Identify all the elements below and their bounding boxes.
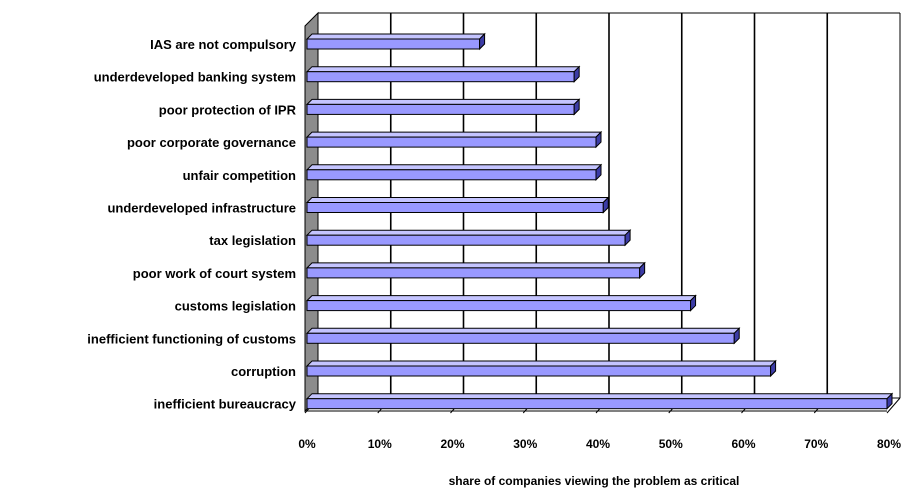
bar-top-face [305,66,581,73]
floor-tick [886,397,901,414]
category-label: underdeveloped banking system [94,70,296,85]
bar-end-face [602,196,609,214]
bar [305,130,603,149]
x-axis-title: share of companies viewing the problem a… [449,474,740,488]
x-tick-label: 40% [586,437,610,451]
bar-front-face [306,71,575,83]
category-label: poor protection of IPR [159,102,297,117]
bar-top-face [305,262,646,269]
bar-end-face [886,392,893,410]
bar-top-face [305,98,581,105]
bar [305,327,741,345]
bar-end-face [595,163,602,182]
bar-end-face [479,32,486,51]
bar-front-face [306,365,772,377]
category-label: IAS are not compulsory [150,37,297,52]
category-label: underdeveloped infrastructure [107,201,296,216]
category-label: poor work of court system [133,266,296,281]
x-tick-label: 60% [731,437,755,451]
bars [305,32,894,410]
category-labels: IAS are not compulsory underdeveloped ban… [87,37,296,412]
bar-end-face [573,98,580,116]
bar-front-face [306,234,626,246]
bar-front-face [306,169,597,181]
bar-end-face [770,359,777,378]
bar [305,32,486,51]
bar-front-face [306,38,481,50]
x-tick-label: 0% [298,437,316,451]
category-label: corruption [231,364,296,379]
bar-end-face [733,327,740,345]
bar-end-face [595,130,602,149]
bar [305,228,632,247]
bar-top-face [305,360,777,367]
bar-top-face [305,229,632,236]
bar-top-face [305,164,603,171]
x-tick-label: 80% [877,437,901,451]
bar [305,261,646,280]
bar-front-face [306,136,597,148]
x-axis-ticks: 0% 10% 20% 30% 40% 50% 60% 70% 80% [298,437,901,451]
x-tick-label: 30% [513,437,537,451]
bar-top-face [305,327,741,334]
category-label: inefficient bureaucracy [154,397,297,412]
bar [305,65,581,83]
bar-front-face [306,267,641,279]
bar-end-face [624,228,631,247]
x-tick-label: 10% [368,437,392,451]
category-label: poor corporate governance [127,135,296,150]
bar-front-face [306,202,604,213]
bar [305,196,610,214]
category-label: tax legislation [209,233,296,248]
bar-top-face [305,295,697,302]
bar-top-face [305,197,610,203]
bar-front-face [306,300,692,312]
bar [305,392,894,410]
bar [305,98,581,116]
bar-top-face [305,131,603,138]
x-tick-label: 70% [804,437,828,451]
x-tick-label: 20% [440,437,464,451]
category-label: customs legislation [175,299,296,314]
bar-end-face [690,294,697,312]
category-label: unfair competition [183,168,296,183]
bar-end-face [639,261,646,280]
bar [305,294,697,312]
bar-top-face [305,33,486,40]
bar-front-face [306,398,888,410]
bar-end-face [573,65,580,83]
bar [305,359,777,378]
bar-front-face [306,103,575,115]
category-label: inefficient functioning of customs [87,331,296,346]
bar-front-face [306,332,735,344]
bar-top-face [305,393,894,400]
x-tick-label: 50% [659,437,683,451]
bar [305,163,603,182]
